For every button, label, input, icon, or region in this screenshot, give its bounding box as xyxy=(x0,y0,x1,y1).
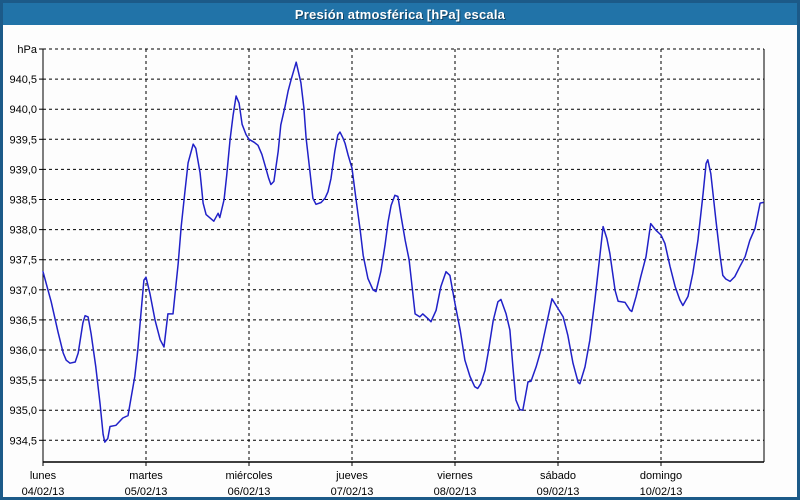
y-tick-label: hPa xyxy=(17,44,37,56)
y-tick-label: 936,0 xyxy=(9,345,37,357)
y-tick-label: 939,5 xyxy=(9,134,37,146)
pressure-line xyxy=(42,61,764,443)
title-bar: Presión atmosférica [hPa] escala xyxy=(3,3,797,25)
pressure-chart: hPa 940,5 940,0 939,5 939,0 938,5 938,0 937,5 93… xyxy=(3,25,797,497)
y-tick-label: 937,5 xyxy=(9,255,37,267)
y-tick-label: 936,5 xyxy=(9,315,37,327)
y-tick-label: 940,5 xyxy=(9,74,37,86)
day-date-label: 10/02/13 xyxy=(640,486,683,498)
day-name-label: sábado xyxy=(540,470,576,482)
day-name-label: lunes xyxy=(30,470,57,482)
day-name-label: domingo xyxy=(640,470,682,482)
y-tick-label: 939,0 xyxy=(9,164,37,176)
y-tick-label: 934,5 xyxy=(9,435,37,447)
y-tick-label: 937,0 xyxy=(9,285,37,297)
y-tick-label: 938,5 xyxy=(9,195,37,207)
chart-canvas: hPa 940,5 940,0 939,5 939,0 938,5 938,0 937,5 93… xyxy=(9,44,765,498)
day-date-label: 08/02/13 xyxy=(434,486,477,498)
day-date-label: 07/02/13 xyxy=(331,486,374,498)
day-name-label: miércoles xyxy=(225,470,273,482)
day-date-label: 05/02/13 xyxy=(125,486,168,498)
chart-title: Presión atmosférica [hPa] escala xyxy=(294,6,506,22)
plot-border xyxy=(42,49,765,463)
day-name-label: martes xyxy=(129,470,163,482)
y-tick-label: 938,0 xyxy=(9,225,37,237)
y-tick-label: 935,0 xyxy=(9,405,37,417)
y-gridlines: hPa 940,5 940,0 939,5 939,0 938,5 938,0 937,5 93… xyxy=(9,44,764,447)
day-date-label: 06/02/13 xyxy=(228,486,271,498)
y-tick-label: 935,5 xyxy=(9,375,37,387)
day-name-label: viernes xyxy=(437,470,473,482)
day-date-label: 09/02/13 xyxy=(537,486,580,498)
x-gridlines xyxy=(42,49,662,466)
y-tick-label: 940,0 xyxy=(9,104,37,116)
day-date-label: 04/02/13 xyxy=(22,486,65,498)
x-axis-labels: lunes 04/02/13 martes 05/02/13 miércoles 06/0… xyxy=(22,470,683,498)
day-name-label: jueves xyxy=(335,470,368,482)
